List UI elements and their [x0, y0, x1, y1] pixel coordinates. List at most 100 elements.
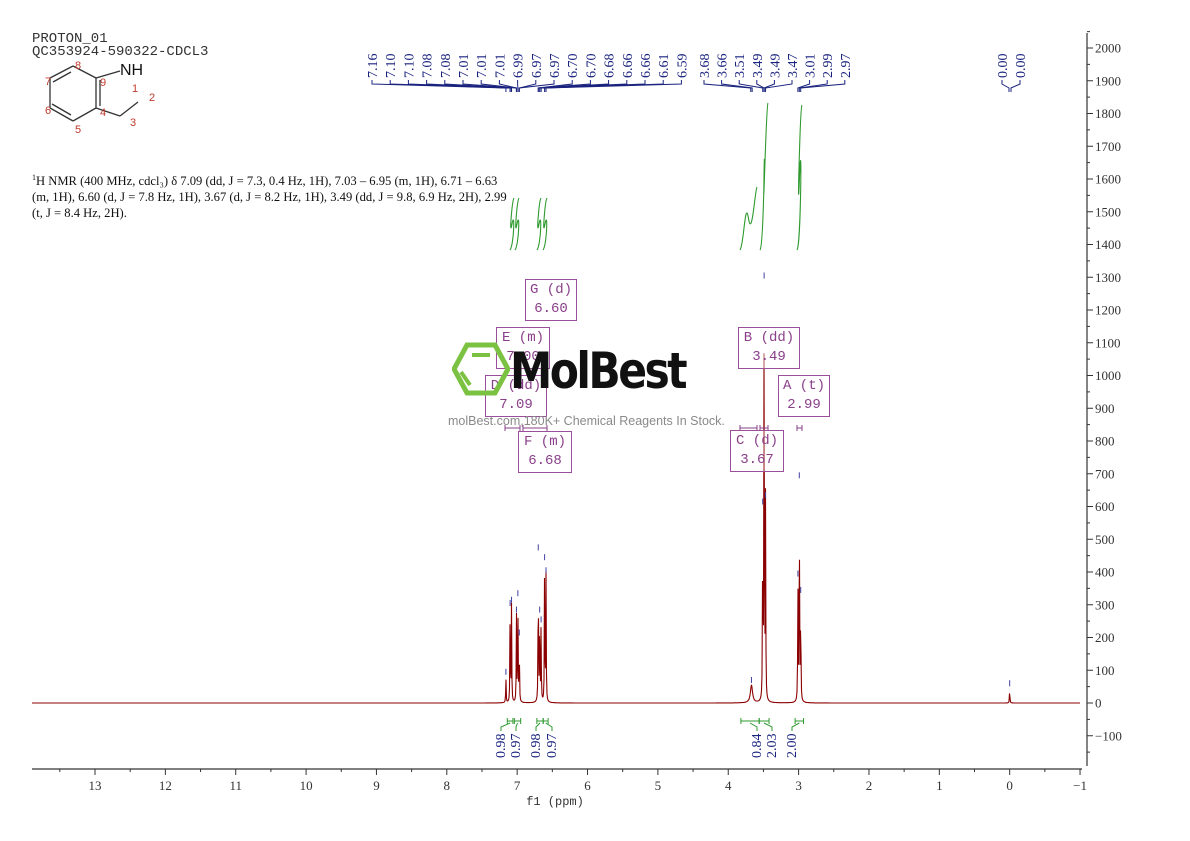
x-tick-label: 8 [444, 778, 451, 793]
y-tick-label: 1800 [1095, 106, 1121, 121]
x-tick-label: 6 [584, 778, 591, 793]
x-tick-label: 3 [795, 778, 802, 793]
peak-label: 7.08 [439, 54, 454, 79]
x-tick-label: 7 [514, 778, 521, 793]
integral-value: 0.97 [545, 734, 560, 759]
peak-label: 2.99 [821, 54, 836, 79]
watermark-tagline: molBest.com,180K+ Chemical Reagents In S… [448, 414, 725, 428]
y-tick-label: 0 [1095, 696, 1102, 711]
svg-text:7: 7 [45, 76, 51, 88]
y-tick-label: 1000 [1095, 368, 1121, 383]
integral-value: 2.03 [765, 734, 780, 759]
svg-text:8: 8 [75, 60, 81, 72]
multiplet-box-g: G (d) 6.60 [525, 279, 577, 321]
y-tick-label: 1300 [1095, 270, 1121, 285]
integral-curve [514, 197, 520, 251]
integral-curve [739, 186, 758, 251]
integral-value: 0.84 [750, 734, 765, 759]
integral-value: 2.00 [785, 734, 800, 759]
y-tick-label: 1600 [1095, 172, 1121, 187]
peak-label: 6.97 [548, 54, 563, 79]
peak-label: 6.70 [566, 54, 581, 79]
y-tick-label: 100 [1095, 663, 1115, 678]
y-tick-label: 900 [1095, 401, 1115, 416]
y-tick-label: 800 [1095, 434, 1115, 449]
peak-label: 0.00 [996, 54, 1011, 79]
desc-line-1: H NMR (400 MHz, cdcl₃) δ 7.09 (dd, J = 7… [36, 174, 498, 189]
y-tick-label: 1100 [1095, 335, 1121, 350]
x-tick-label: 0 [1006, 778, 1013, 793]
svg-text:9: 9 [100, 77, 106, 89]
peak-label: 7.10 [384, 54, 399, 79]
y-tick-label: −100 [1095, 728, 1122, 743]
x-tick-label: 9 [373, 778, 380, 793]
peak-label: 3.47 [786, 54, 801, 79]
svg-text:5: 5 [75, 124, 81, 136]
peak-label: 6.66 [639, 54, 654, 79]
peak-label: 3.51 [733, 54, 748, 79]
multiplet-box-f: F (m) 6.68 [518, 431, 572, 473]
integral-value: 0.98 [494, 734, 509, 759]
peak-label: 7.01 [475, 54, 490, 79]
integral-curve [759, 102, 769, 251]
peak-label: 6.70 [584, 54, 599, 79]
peak-label: 6.97 [530, 54, 545, 79]
x-tick-label: −1 [1073, 778, 1087, 793]
sample-id: QC353924-590322-CDCL3 [32, 44, 209, 60]
y-tick-label: 1200 [1095, 303, 1121, 318]
desc-line-3: (t, J = 8.4 Hz, 2H). [32, 206, 127, 221]
peak-label: 6.99 [512, 54, 527, 79]
peak-label: 3.68 [698, 54, 713, 79]
peak-label: 7.16 [366, 54, 381, 79]
svg-text:3: 3 [130, 117, 136, 129]
peak-label: 6.68 [603, 54, 618, 79]
multiplet-box-c: C (d) 3.67 [730, 430, 784, 472]
peak-label: 3.66 [716, 54, 731, 79]
y-tick-label: 300 [1095, 597, 1115, 612]
x-tick-label: 2 [866, 778, 873, 793]
svg-text:6: 6 [45, 105, 51, 117]
integral-value: 0.97 [509, 734, 524, 759]
peak-label: 6.59 [675, 54, 690, 79]
peak-label: 2.97 [839, 54, 854, 79]
peak-label: 6.61 [657, 54, 672, 79]
y-tick-label: 500 [1095, 532, 1115, 547]
y-tick-label: 1900 [1095, 73, 1121, 88]
watermark-brand: MolBest [510, 342, 688, 400]
y-tick-label: 600 [1095, 499, 1115, 514]
peak-label: 3.01 [804, 54, 819, 79]
y-tick-label: 400 [1095, 565, 1115, 580]
x-axis-label: f1 (ppm) [526, 795, 584, 809]
molecule-structure: NH 8 7 6 5 4 9 1 2 3 [45, 60, 155, 136]
x-tick-label: 11 [229, 778, 242, 793]
y-tick-label: 200 [1095, 630, 1115, 645]
y-tick-label: 2000 [1095, 41, 1121, 56]
desc-line-2: (m, 1H), 6.60 (d, J = 7.8 Hz, 1H), 3.67 … [32, 190, 507, 205]
multiplet-box-a: A (t) 2.99 [778, 375, 830, 417]
integral-curve [796, 104, 803, 251]
peak-label: 6.66 [621, 54, 636, 79]
y-tick-label: 1500 [1095, 204, 1121, 219]
svg-text:2: 2 [149, 92, 155, 104]
y-tick-label: 1400 [1095, 237, 1121, 252]
x-tick-label: 12 [159, 778, 172, 793]
peak-label: 7.01 [457, 54, 472, 79]
peak-label: 0.00 [1014, 54, 1029, 79]
integral-value: 0.98 [529, 734, 544, 759]
y-tick-label: 1700 [1095, 139, 1121, 154]
svg-text:1: 1 [132, 83, 138, 95]
multiplet-box-b: B (dd) 3.49 [738, 327, 800, 369]
molbest-logo-icon [452, 342, 510, 396]
x-tick-label: 4 [725, 778, 732, 793]
nmr-description: 1H NMR (400 MHz, cdcl₃) δ 7.09 (dd, J = … [32, 170, 602, 221]
y-tick-label: 700 [1095, 466, 1115, 481]
peak-label: 7.01 [493, 54, 508, 79]
experiment-name: PROTON_01 [32, 31, 108, 47]
integral-curve [536, 197, 542, 251]
peak-label: 7.08 [421, 54, 436, 79]
svg-text:4: 4 [100, 107, 106, 119]
peak-label: 3.49 [751, 54, 766, 79]
spectrum-trace [32, 353, 1080, 704]
peak-label: 3.49 [768, 54, 783, 79]
